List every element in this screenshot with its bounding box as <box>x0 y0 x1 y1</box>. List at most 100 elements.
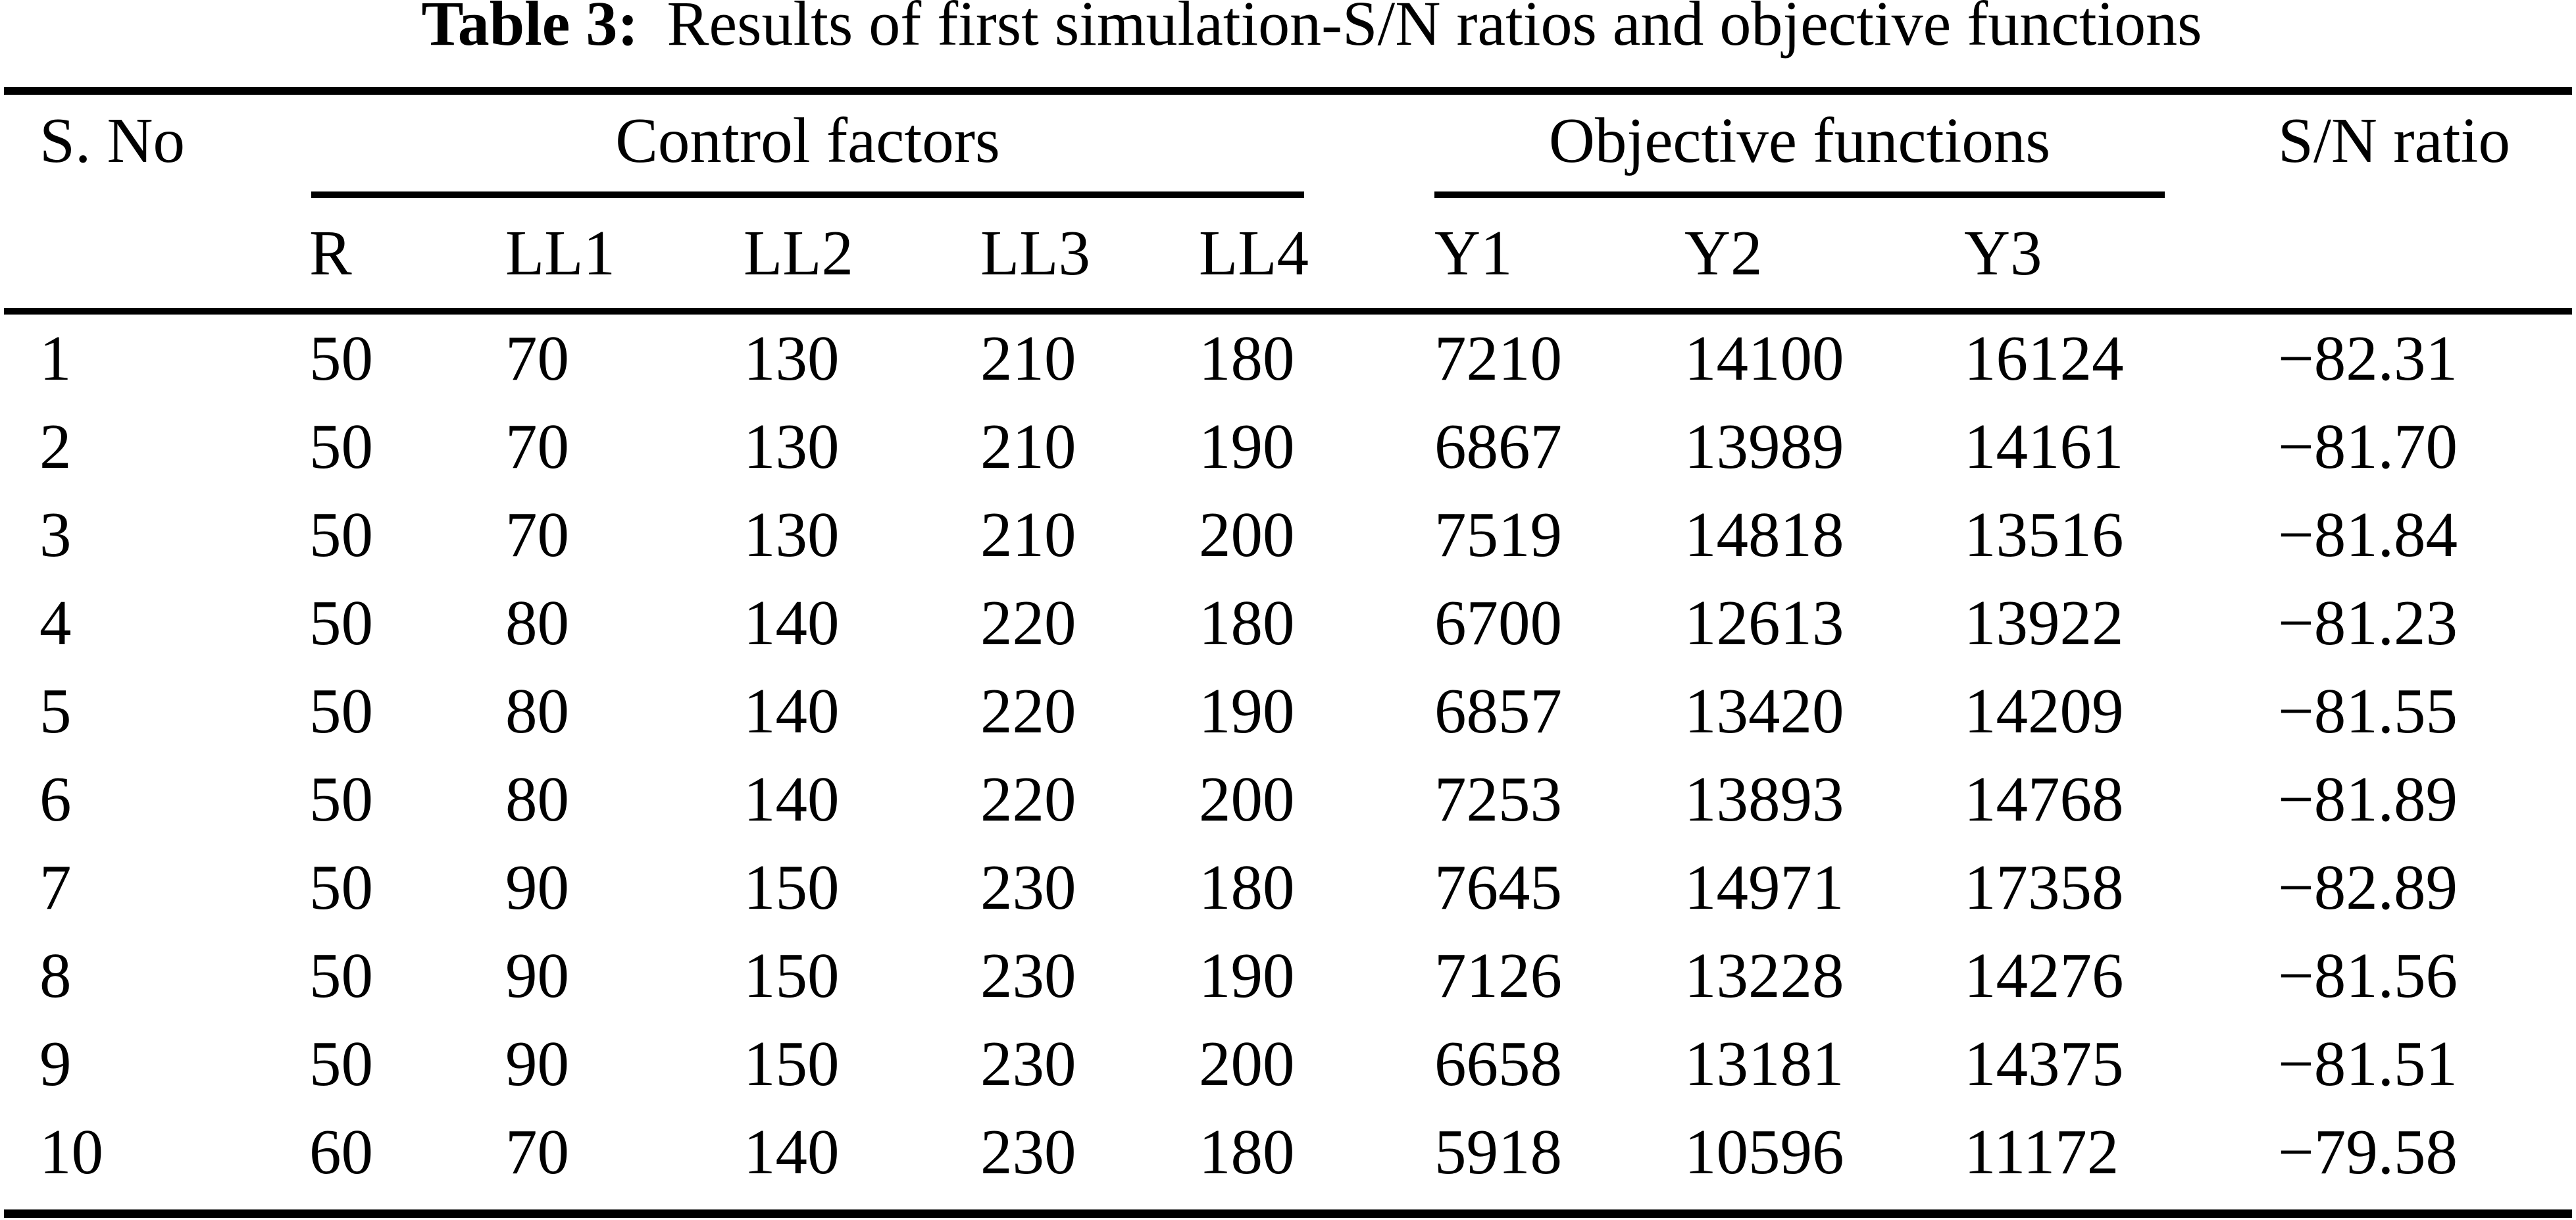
cell-ll3: 230 <box>980 1117 1076 1187</box>
cell-y1: 7210 <box>1434 323 1562 394</box>
cell-s-n-ratio: −81.55 <box>2278 676 2458 746</box>
cell-s-no: 2 <box>39 411 72 482</box>
table-caption-text: Results of first simulation-S/N ratios a… <box>667 0 2202 59</box>
cell-y1: 7253 <box>1434 764 1562 834</box>
table-row: 7 50 90 150 230 180 7645 14971 17358 −82.89 <box>0 855 2576 944</box>
cell-ll3: 220 <box>980 588 1076 658</box>
cell-y3: 17358 <box>1964 852 2124 923</box>
cell-y1: 6700 <box>1434 588 1562 658</box>
cell-s-no: 6 <box>39 764 72 834</box>
cell-y1: 7519 <box>1434 499 1562 570</box>
cell-s-no: 5 <box>39 676 72 746</box>
cell-s-n-ratio: −79.58 <box>2278 1117 2458 1187</box>
cell-y2: 14971 <box>1684 852 1844 923</box>
cell-ll4: 180 <box>1199 323 1295 394</box>
cell-ll2: 150 <box>744 852 840 923</box>
cell-y2: 13181 <box>1684 1029 1844 1099</box>
cell-s-n-ratio: −81.84 <box>2278 499 2458 570</box>
sub-header-y3: Y3 <box>1964 218 2042 288</box>
cell-ll2: 140 <box>744 676 840 746</box>
cell-s-no: 1 <box>39 323 72 394</box>
cell-ll2: 140 <box>744 764 840 834</box>
cell-y3: 11172 <box>1964 1117 2119 1187</box>
cell-s-n-ratio: −81.51 <box>2278 1029 2458 1099</box>
cell-y3: 14161 <box>1964 411 2124 482</box>
cell-ll2: 140 <box>744 1117 840 1187</box>
cell-ll4: 190 <box>1199 676 1295 746</box>
cell-y2: 12613 <box>1684 588 1844 658</box>
header-s-no: S. No <box>39 105 185 176</box>
cell-s-n-ratio: −81.89 <box>2278 764 2458 834</box>
cell-y3: 14276 <box>1964 940 2124 1011</box>
sub-header-ll2: LL2 <box>744 218 854 288</box>
header-bottom-rule <box>4 308 2572 315</box>
cell-y3: 14209 <box>1964 676 2124 746</box>
cell-ll3: 210 <box>980 323 1076 394</box>
cell-ll4: 190 <box>1199 411 1295 482</box>
cell-y1: 7645 <box>1434 852 1562 923</box>
table-caption-label: Table 3: <box>421 0 639 59</box>
cell-ll1: 70 <box>505 1117 569 1187</box>
cell-s-no: 7 <box>39 852 72 923</box>
cell-s-n-ratio: −82.31 <box>2278 323 2458 394</box>
cell-ll2: 130 <box>744 411 840 482</box>
cell-r: 50 <box>309 499 373 570</box>
cell-s-n-ratio: −81.70 <box>2278 411 2458 482</box>
cell-ll4: 200 <box>1199 499 1295 570</box>
cell-ll2: 150 <box>744 1029 840 1099</box>
cell-y1: 6857 <box>1434 676 1562 746</box>
sub-header-ll1: LL1 <box>505 218 616 288</box>
table-row: 4 50 80 140 220 180 6700 12613 13922 −81.23 <box>0 591 2576 679</box>
table-row: 3 50 70 130 210 200 7519 14818 13516 −81.84 <box>0 503 2576 591</box>
cell-ll1: 80 <box>505 588 569 658</box>
sub-header-y1: Y1 <box>1434 218 1513 288</box>
table-row: 8 50 90 150 230 190 7126 13228 14276 −81.56 <box>0 944 2576 1032</box>
cell-r: 50 <box>309 411 373 482</box>
table-row: 6 50 80 140 220 200 7253 13893 14768 −81.89 <box>0 767 2576 855</box>
cell-r: 60 <box>309 1117 373 1187</box>
cell-y2: 14100 <box>1684 323 1844 394</box>
cell-ll2: 130 <box>744 323 840 394</box>
cell-ll4: 180 <box>1199 1117 1295 1187</box>
cell-s-n-ratio: −81.23 <box>2278 588 2458 658</box>
table-top-rule <box>4 87 2572 95</box>
header-s-n-ratio: S/N ratio <box>2278 105 2510 176</box>
cell-ll4: 180 <box>1199 588 1295 658</box>
table-row: 1 50 70 130 210 180 7210 14100 16124 −82.31 <box>0 326 2576 415</box>
cell-ll3: 230 <box>980 1029 1076 1099</box>
sub-header-y2: Y2 <box>1684 218 1763 288</box>
cell-ll3: 210 <box>980 499 1076 570</box>
objective-functions-underline-rule <box>1434 191 2165 198</box>
cell-y2: 10596 <box>1684 1117 1844 1187</box>
cell-s-n-ratio: −82.89 <box>2278 852 2458 923</box>
cell-r: 50 <box>309 940 373 1011</box>
cell-y2: 14818 <box>1684 499 1844 570</box>
cell-ll4: 180 <box>1199 852 1295 923</box>
table-caption: Table 3: Results of first simulation-S/N … <box>24 0 2576 55</box>
cell-y1: 7126 <box>1434 940 1562 1011</box>
cell-s-no: 4 <box>39 588 72 658</box>
cell-y2: 13228 <box>1684 940 1844 1011</box>
cell-ll1: 90 <box>505 940 569 1011</box>
cell-ll3: 230 <box>980 852 1076 923</box>
cell-ll2: 130 <box>744 499 840 570</box>
cell-ll4: 200 <box>1199 1029 1295 1099</box>
cell-y2: 13420 <box>1684 676 1844 746</box>
cell-y1: 5918 <box>1434 1117 1562 1187</box>
cell-ll4: 190 <box>1199 940 1295 1011</box>
cell-r: 50 <box>309 676 373 746</box>
table-bottom-rule <box>4 1209 2572 1218</box>
cell-s-no: 3 <box>39 499 72 570</box>
cell-ll1: 90 <box>505 852 569 923</box>
header-group-control-factors: Control factors <box>615 105 1000 176</box>
table-row: 5 50 80 140 220 190 6857 13420 14209 −81.55 <box>0 679 2576 767</box>
cell-y1: 6658 <box>1434 1029 1562 1099</box>
table-row: 10 60 70 140 230 180 5918 10596 11172 −79.58 <box>0 1120 2576 1208</box>
cell-s-no: 8 <box>39 940 72 1011</box>
sub-header-ll3: LL3 <box>980 218 1091 288</box>
cell-ll1: 70 <box>505 411 569 482</box>
cell-r: 50 <box>309 323 373 394</box>
cell-r: 50 <box>309 588 373 658</box>
cell-y3: 13516 <box>1964 499 2124 570</box>
